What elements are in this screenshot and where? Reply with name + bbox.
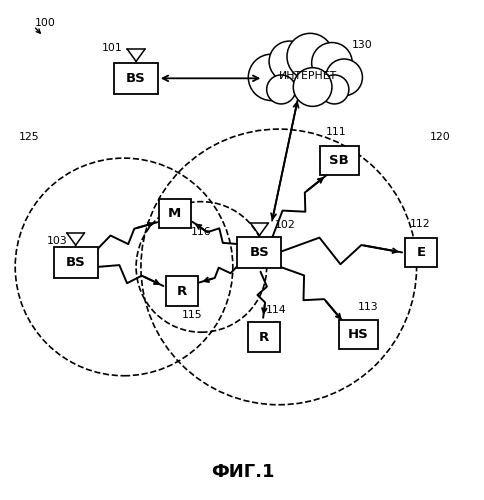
- Circle shape: [311, 42, 351, 83]
- Text: 101: 101: [102, 43, 123, 53]
- FancyBboxPatch shape: [248, 322, 280, 352]
- FancyBboxPatch shape: [319, 146, 358, 176]
- Text: 130: 130: [350, 40, 371, 50]
- Ellipse shape: [265, 62, 349, 93]
- FancyBboxPatch shape: [166, 276, 197, 306]
- Text: BS: BS: [66, 256, 85, 268]
- FancyBboxPatch shape: [54, 246, 97, 278]
- Text: BS: BS: [126, 72, 146, 85]
- Circle shape: [287, 34, 333, 80]
- Text: 103: 103: [46, 236, 67, 246]
- Text: 115: 115: [182, 310, 202, 320]
- Circle shape: [319, 75, 348, 104]
- FancyBboxPatch shape: [237, 237, 281, 268]
- Circle shape: [293, 68, 331, 106]
- Text: M: M: [168, 207, 181, 220]
- Text: 114: 114: [265, 305, 286, 315]
- Text: BS: BS: [249, 246, 269, 259]
- Text: R: R: [177, 284, 187, 298]
- FancyBboxPatch shape: [158, 199, 190, 228]
- Circle shape: [325, 59, 362, 96]
- Text: 100: 100: [34, 18, 55, 28]
- FancyBboxPatch shape: [114, 63, 158, 94]
- FancyBboxPatch shape: [338, 320, 378, 350]
- Text: 102: 102: [274, 220, 295, 230]
- Text: 125: 125: [19, 132, 40, 141]
- Text: ИНТЕРНЕТ: ИНТЕРНЕТ: [278, 72, 336, 82]
- Text: 113: 113: [357, 302, 378, 312]
- Text: ФИГ.1: ФИГ.1: [211, 463, 273, 481]
- Circle shape: [269, 41, 309, 82]
- Text: 112: 112: [408, 219, 429, 229]
- Text: 116: 116: [190, 228, 211, 237]
- Text: SB: SB: [329, 154, 348, 167]
- Text: R: R: [258, 330, 269, 344]
- Text: E: E: [416, 246, 425, 259]
- Text: 120: 120: [429, 132, 450, 141]
- Text: HS: HS: [348, 328, 368, 341]
- Text: 111: 111: [325, 127, 346, 137]
- Circle shape: [266, 75, 295, 104]
- FancyBboxPatch shape: [405, 238, 437, 267]
- Circle shape: [248, 54, 294, 100]
